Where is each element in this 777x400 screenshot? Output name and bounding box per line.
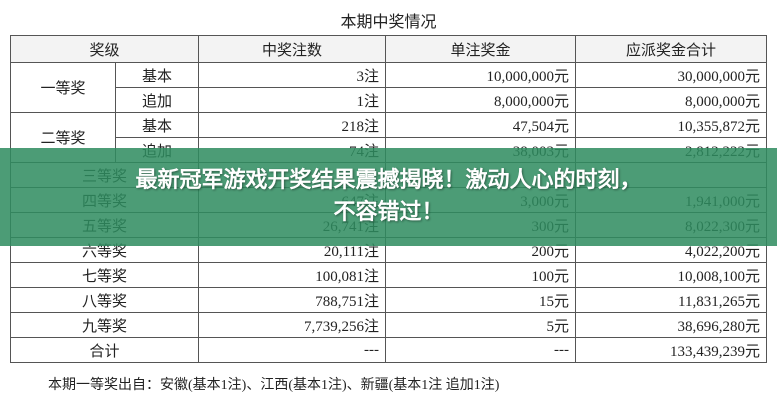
prize-cell: 15元 <box>386 288 576 313</box>
footer-note: 本期一等奖出自：安徽(基本1注)、江西(基本1注)、新疆(基本1注 追加1注) <box>48 378 500 393</box>
count-cell: 100,081注 <box>199 263 386 288</box>
prize-cell: 47,504元 <box>386 113 576 138</box>
total-cell: 8,000,000元 <box>576 88 767 113</box>
header-cell: 单注奖金 <box>386 36 576 63</box>
total-cell: 4,022,200元 <box>576 238 767 263</box>
level-cell: 七等奖 <box>11 263 199 288</box>
banner-line: 最新冠军游戏开奖结果震撼揭晓！激动人心的时刻， <box>135 168 642 193</box>
count-cell: 1注 <box>199 88 386 113</box>
count-cell: 218注 <box>199 113 386 138</box>
banner: 最新冠军游戏开奖结果震撼揭晓！激动人心的时刻， 不容错过！ <box>0 148 777 246</box>
sub-cell: 追加 <box>116 88 199 113</box>
count-cell: 20,111注 <box>199 238 386 263</box>
prize-cell: 8,000,000元 <box>386 88 576 113</box>
sub-cell: 基本 <box>116 63 199 88</box>
count-cell: 7,739,256注 <box>199 313 386 338</box>
total-cell: 38,696,280元 <box>576 313 767 338</box>
header-cell: 应派奖金合计 <box>576 36 767 63</box>
level-cell: 九等奖 <box>11 313 199 338</box>
count-cell: 788,751注 <box>199 288 386 313</box>
level-cell: 一等奖 <box>11 63 116 113</box>
prize-cell: 10,000,000元 <box>386 63 576 88</box>
total-cell: 133,439,239元 <box>576 338 767 363</box>
level-cell: 合计 <box>11 338 199 363</box>
prize-cell: 100元 <box>386 263 576 288</box>
header-cell: 奖级 <box>11 36 199 63</box>
count-cell: --- <box>199 338 386 363</box>
level-cell: 八等奖 <box>11 288 199 313</box>
sub-cell: 基本 <box>116 113 199 138</box>
banner-line: 不容错过！ <box>333 200 444 225</box>
prize-cell: 5元 <box>386 313 576 338</box>
prize-cell: --- <box>386 338 576 363</box>
total-cell: 10,008,100元 <box>576 263 767 288</box>
prize-cell: 200元 <box>386 238 576 263</box>
total-cell: 11,831,265元 <box>576 288 767 313</box>
title: 本期中奖情况 <box>340 14 437 31</box>
total-cell: 10,355,872元 <box>576 113 767 138</box>
level-cell: 六等奖 <box>11 238 199 263</box>
header-cell: 中奖注数 <box>199 36 386 63</box>
count-cell: 3注 <box>199 63 386 88</box>
total-cell: 30,000,000元 <box>576 63 767 88</box>
